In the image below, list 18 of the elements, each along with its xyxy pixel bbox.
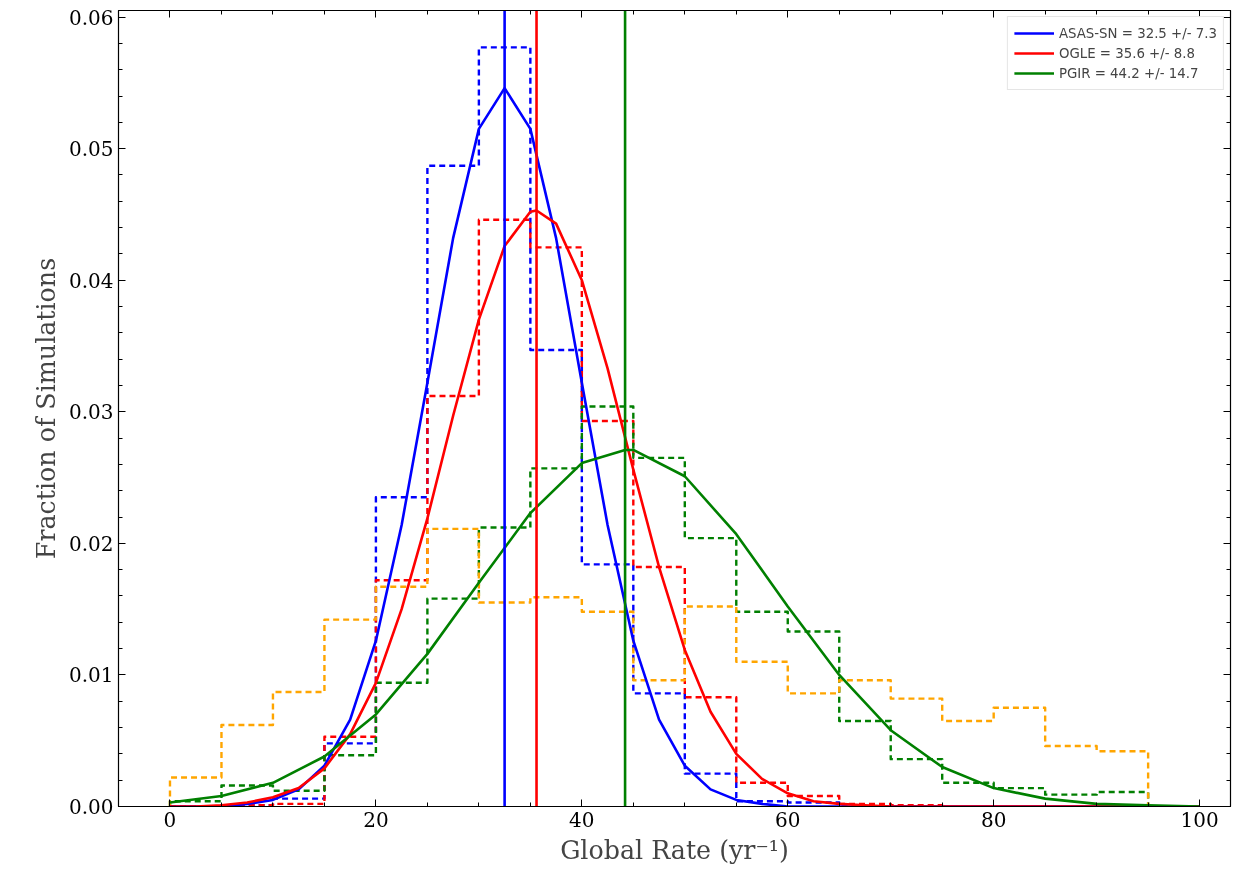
x-axis-title: Global Rate (yr⁻¹) xyxy=(560,834,789,865)
legend-label: ASAS-SN = 32.5 +/- 7.3 xyxy=(1058,25,1217,41)
x-tick-label: 100 xyxy=(1180,807,1219,832)
x-tick-label: 80 xyxy=(980,807,1007,832)
y-tick-label: 0.04 xyxy=(68,268,114,293)
x-tick-label: 40 xyxy=(569,807,595,832)
y-tick-label: 0.00 xyxy=(68,795,114,819)
y-tick-label: 0.03 xyxy=(68,400,114,425)
y-tick-label: 0.05 xyxy=(68,137,114,162)
x-tick-label: 20 xyxy=(363,807,389,832)
legend-label: OGLE = 35.6 +/- 8.8 xyxy=(1058,45,1196,61)
y-tick-label: 0.02 xyxy=(68,531,114,556)
x-tick-label: 0 xyxy=(163,807,177,832)
y-tick-label: 0.06 xyxy=(68,5,114,30)
x-tick-label: 60 xyxy=(775,807,801,832)
y-tick-label: 0.01 xyxy=(68,663,114,688)
y-axis-title: Fraction of Simulations xyxy=(30,257,61,560)
legend-label: PGIR = 44.2 +/- 14.7 xyxy=(1058,65,1199,81)
